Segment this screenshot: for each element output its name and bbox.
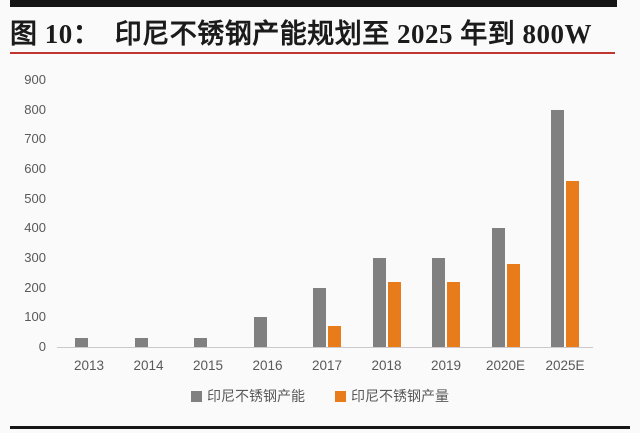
y-tick-label: 900 [24, 72, 46, 87]
legend-item-capacity: 印尼不锈钢产能 [191, 386, 305, 406]
x-tick-label: 2020E [485, 358, 526, 373]
title-underline-red [10, 52, 615, 54]
bar-production-2020E [506, 263, 520, 347]
x-tick-label: 2017 [311, 358, 343, 373]
x-tick-label: 2019 [430, 358, 462, 373]
bar-production-2019 [447, 281, 460, 347]
y-tick-label: 500 [24, 190, 46, 206]
x-tick-label: 2014 [133, 358, 164, 373]
legend-item-production: 印尼不锈钢产量 [335, 386, 449, 406]
bar-capacity-2017 [313, 287, 326, 347]
y-tick-label: 100 [24, 309, 46, 325]
bar-capacity-2020E [491, 228, 505, 347]
bar-capacity-2025E [551, 109, 564, 347]
bar-capacity-2014 [134, 338, 148, 347]
x-tick-label: 2025E [545, 358, 585, 373]
bar-capacity-2019 [432, 258, 445, 347]
bar-production-2025E [566, 180, 579, 347]
y-tick-label: 300 [24, 250, 46, 265]
legend-label-production: 印尼不锈钢产量 [351, 388, 449, 404]
legend-swatch-production [335, 390, 346, 402]
y-tick-label: 200 [24, 279, 46, 295]
y-tick-label: 800 [24, 101, 46, 117]
bar-capacity-2013 [75, 338, 88, 347]
legend-swatch-capacity [191, 390, 202, 402]
x-tick-label: 2016 [252, 358, 283, 373]
bottom-divider [10, 426, 630, 429]
figure-title: 图 10： 印尼不锈钢产能规划至 2025 年到 800W [10, 19, 592, 49]
y-tick-label: 0 [38, 339, 46, 354]
chart-legend: 印尼不锈钢产能 印尼不锈钢产量 [0, 386, 640, 406]
y-tick-label: 700 [24, 131, 46, 147]
y-tick-label: 600 [24, 161, 46, 176]
bar-production-2017 [328, 326, 341, 347]
y-tick-label: 400 [24, 220, 46, 236]
x-tick-label: 2013 [73, 358, 105, 373]
legend-label-capacity: 印尼不锈钢产能 [207, 388, 305, 404]
bar-capacity-2018 [372, 258, 386, 347]
x-tick-label: 2018 [371, 358, 402, 373]
bar-production-2018 [387, 281, 401, 347]
top-divider [10, 0, 617, 7]
bar-capacity-2016 [253, 317, 267, 347]
x-tick-label: 2015 [192, 358, 224, 373]
bar-capacity-2015 [194, 338, 207, 347]
x-axis-line [57, 347, 593, 348]
